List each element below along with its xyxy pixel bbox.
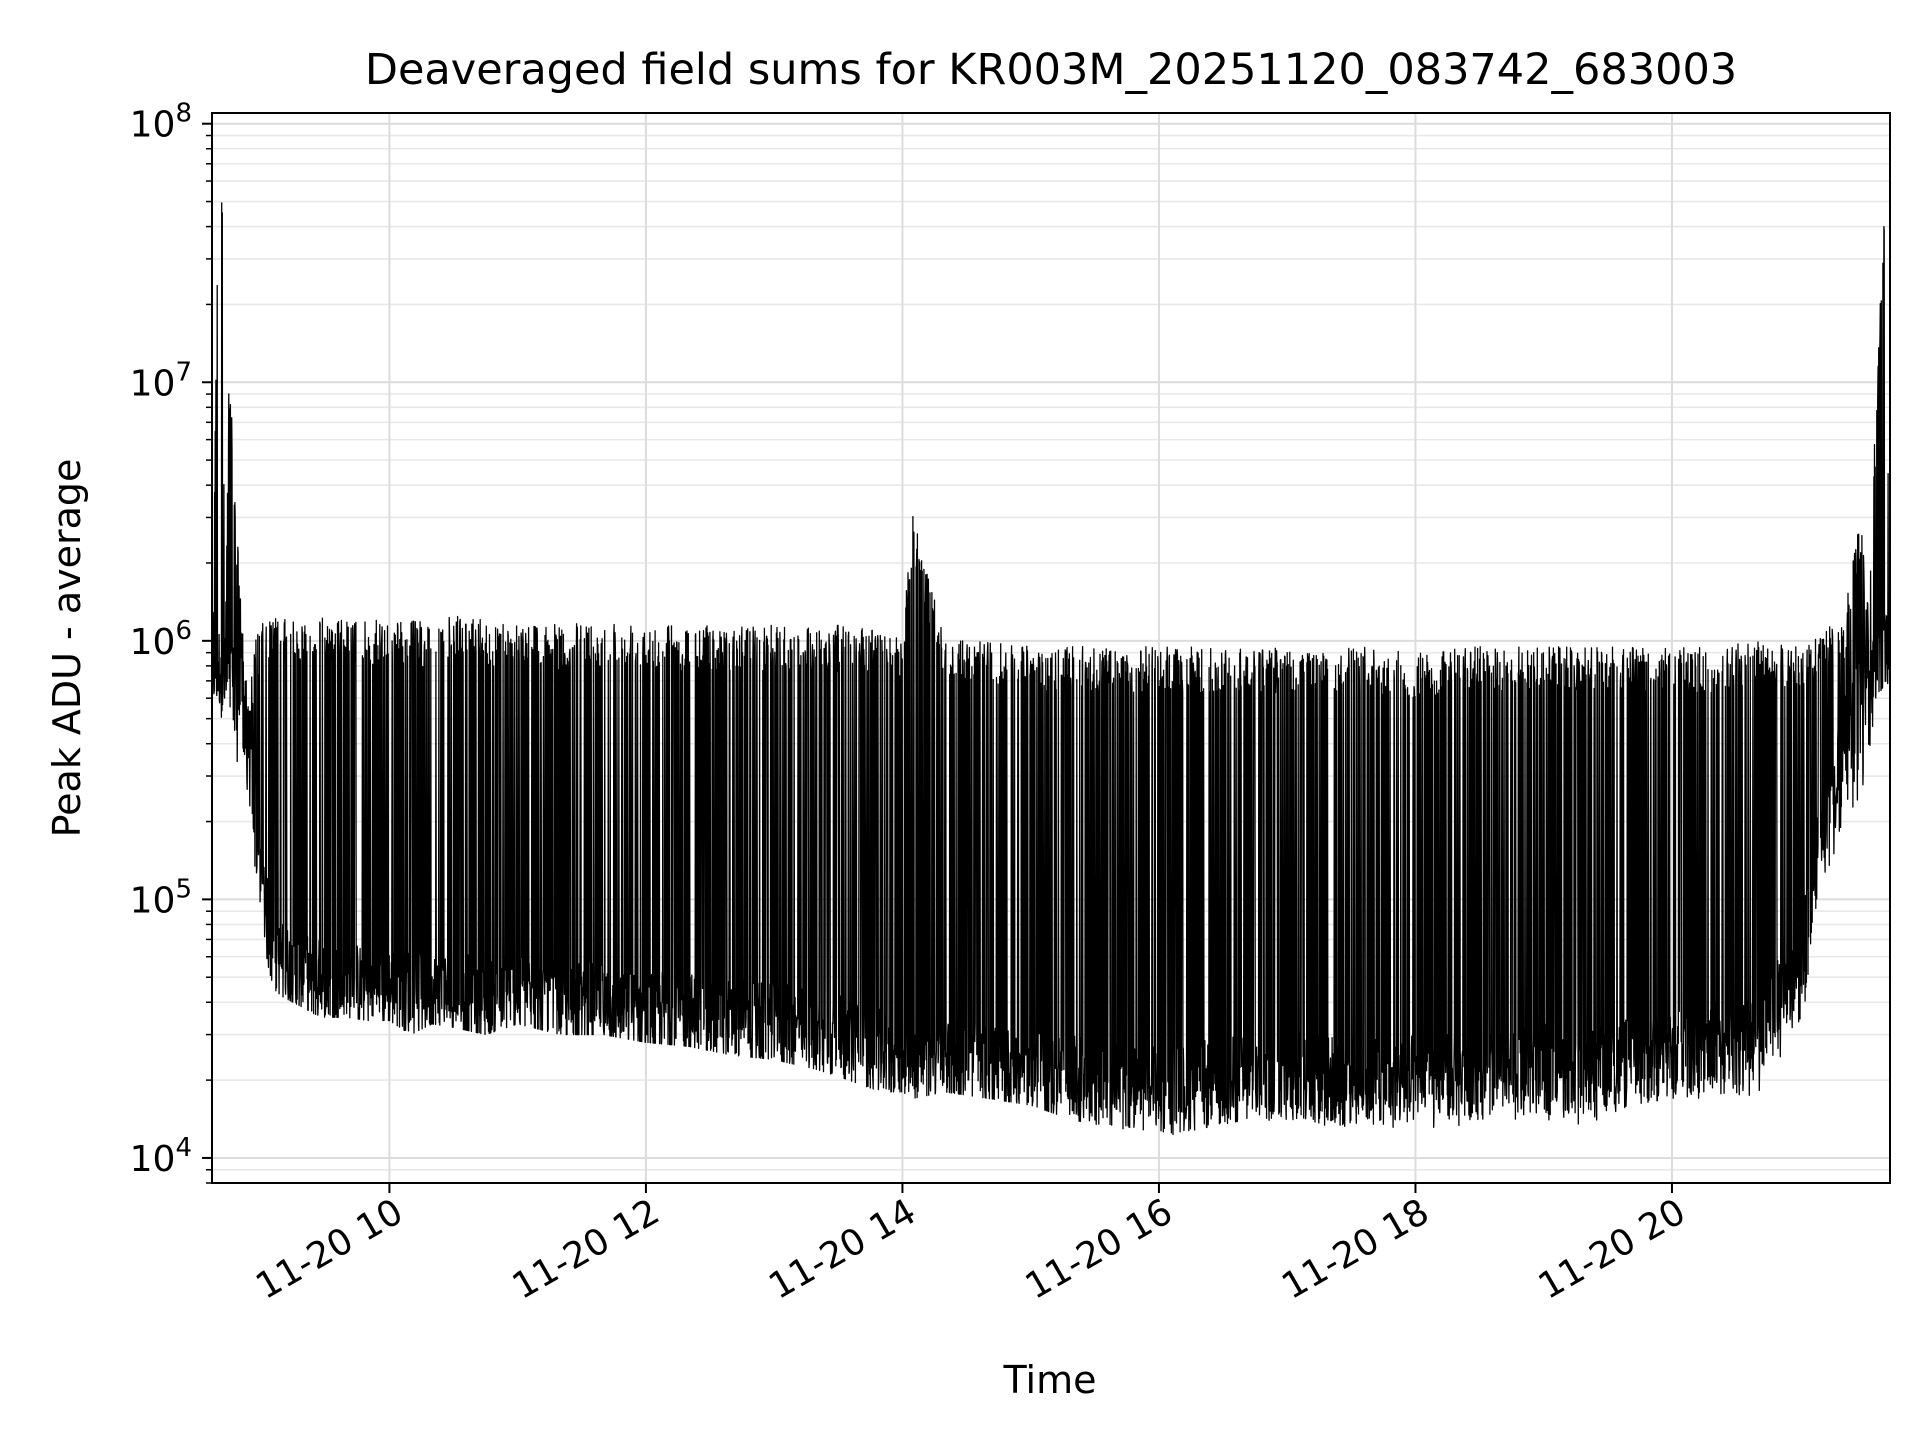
y-tick-label: 108 [130, 99, 192, 146]
y-tick-label: 105 [130, 874, 192, 921]
plot-frame [211, 112, 1891, 1184]
x-axis-label: Time [1003, 1358, 1097, 1402]
series-group [211, 202, 1891, 1136]
series-line [211, 202, 1891, 1136]
y-tick-label: 107 [130, 357, 192, 404]
y-axis: 104 105 106 107 108 [130, 99, 212, 1184]
y-tick-label: 104 [130, 1133, 192, 1180]
chart-title: Deaveraged field sums for KR003M_2025112… [365, 45, 1737, 95]
y-axis-label: Peak ADU - average [45, 459, 89, 838]
y-tick-label: 106 [130, 616, 192, 663]
